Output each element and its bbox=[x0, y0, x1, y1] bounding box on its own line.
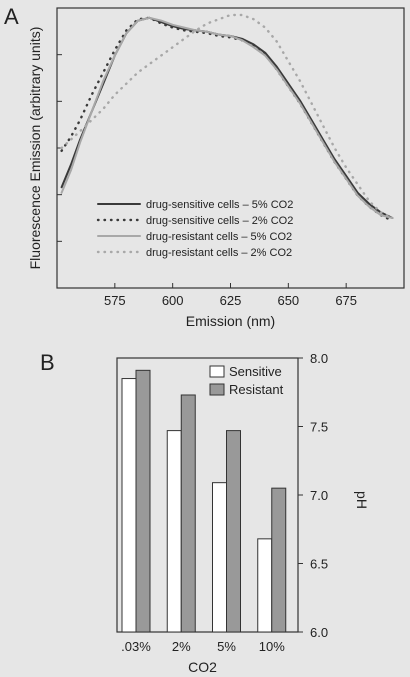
legend-label-2: drug-sensitive cells – 2% CO2 bbox=[146, 215, 293, 227]
legend-label-3: drug-resistant cells – 5% CO2 bbox=[146, 231, 292, 243]
y-tick-label: 6.5 bbox=[310, 557, 328, 572]
series-line-1 bbox=[60, 16, 394, 219]
x-tick-label: 650 bbox=[277, 293, 299, 308]
x-tick-label: 10% bbox=[259, 639, 285, 654]
legend-label-4: drug-resistant cells – 2% CO2 bbox=[146, 247, 292, 259]
bar-resistant bbox=[271, 487, 287, 633]
panel-a-chart: 575 600 625 650 675 Emission (nm) Fluorescence… bbox=[27, 7, 405, 329]
y-axis-label: Fluorescence Emission (arbitrary units) bbox=[27, 27, 43, 270]
bar-resistant bbox=[226, 430, 241, 633]
y-tick-label: 7.0 bbox=[310, 488, 328, 503]
y-axis-label: pH bbox=[354, 491, 370, 509]
legend-label-resistant: Resistant bbox=[229, 382, 284, 397]
x-tick-label: 5% bbox=[217, 639, 236, 654]
bar-sensitive bbox=[121, 378, 137, 633]
bar-sensitive bbox=[166, 430, 182, 633]
legend-swatch-resistant bbox=[209, 383, 225, 396]
series-line-3 bbox=[60, 16, 394, 219]
y-tick-label: 8.0 bbox=[310, 351, 328, 366]
panel-b-label: B bbox=[40, 350, 55, 375]
x-tick-label: 675 bbox=[335, 293, 357, 308]
legend-label-sensitive: Sensitive bbox=[229, 364, 282, 379]
y-tick-label: 6.0 bbox=[310, 625, 328, 640]
x-tick-label: 600 bbox=[162, 293, 184, 308]
legend-label-1: drug-sensitive cells – 5% CO2 bbox=[146, 199, 293, 211]
x-axis-label: CO2 bbox=[188, 659, 217, 675]
x-axis-label: Emission (nm) bbox=[186, 313, 275, 329]
bar-resistant bbox=[180, 394, 196, 633]
x-tick-label: 2% bbox=[172, 639, 191, 654]
y-tick-label: 7.5 bbox=[310, 420, 328, 435]
series-line-4 bbox=[60, 13, 394, 220]
x-tick-label: 575 bbox=[104, 293, 126, 308]
bar-sensitive bbox=[212, 482, 227, 633]
x-tick-label: 625 bbox=[220, 293, 242, 308]
bar-sensitive bbox=[257, 538, 273, 633]
panel-b-chart: 6.0 6.5 7.0 7.5 8.0 pH .03% 2% 5% 10% CO2 Sensitive… bbox=[116, 351, 370, 675]
bar-resistant bbox=[135, 369, 151, 633]
panel-a-label: A bbox=[4, 4, 19, 29]
legend-swatch-sensitive bbox=[209, 365, 225, 378]
series-line-2 bbox=[60, 16, 394, 223]
x-tick-label: .03% bbox=[121, 639, 151, 654]
plot-area-a bbox=[56, 7, 405, 289]
